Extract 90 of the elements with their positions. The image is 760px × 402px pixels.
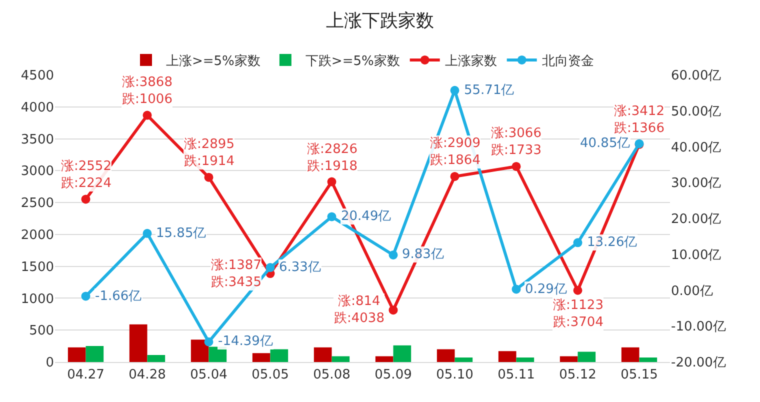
- point: [327, 212, 336, 222]
- point: [81, 292, 90, 301]
- data-label: 涨:1387 跌:3435: [211, 258, 262, 290]
- y-tick-label: 3500: [20, 132, 54, 148]
- x-tick-label: 05.09: [374, 368, 412, 383]
- bar: [560, 356, 578, 362]
- x-tick-label: 04.27: [67, 368, 104, 383]
- bar: [314, 347, 332, 362]
- data-label: -14.39亿: [218, 334, 273, 349]
- y2-tick-label: 30.00亿: [671, 176, 722, 192]
- bar: [621, 347, 640, 362]
- bar: [436, 349, 455, 362]
- bar: [252, 353, 270, 362]
- x-tick-label: 05.10: [436, 368, 474, 383]
- bar: [190, 340, 209, 362]
- y-tick-label: 2000: [20, 228, 54, 243]
- point: [450, 172, 460, 181]
- bar: [375, 356, 394, 362]
- x-tick-label: 05.04: [190, 368, 228, 383]
- y-tick-label: 4500: [20, 68, 54, 84]
- data-label: 9.83亿: [402, 247, 444, 262]
- legend-label: 上涨>=5%家数: [166, 53, 260, 70]
- y2-tick-label: -20.00亿: [671, 356, 726, 371]
- y2-tick-label: 60.00亿: [671, 68, 722, 84]
- data-label: 涨:2552 跌:2224: [61, 159, 112, 191]
- y2-tick-label: -10.00亿: [671, 320, 726, 335]
- bar: [393, 345, 412, 362]
- point: [204, 172, 214, 182]
- data-label: 13.26亿: [587, 235, 638, 250]
- y-tick-label: 500: [29, 324, 54, 339]
- bar: [129, 324, 148, 362]
- y2-tick-label: 0.00亿: [671, 284, 713, 299]
- data-label: 涨:3868 跌:1006: [122, 75, 172, 107]
- y2-tick-label: 10.00亿: [671, 248, 722, 263]
- point: [512, 284, 521, 294]
- y2-tick-label: 50.00亿: [671, 104, 722, 120]
- bar: [516, 358, 534, 362]
- bar: [498, 351, 516, 362]
- bar: [270, 349, 288, 362]
- data-label: 涨:3066 跌:1733: [491, 126, 542, 158]
- data-label: 15.85亿: [156, 226, 206, 241]
- point: [327, 177, 336, 186]
- data-label: 涨:814 跌:4038: [334, 294, 384, 326]
- x-tick-label: 05.11: [498, 368, 535, 383]
- point: [388, 306, 398, 315]
- x-tick-label: 05.15: [620, 368, 658, 383]
- bar: [147, 354, 166, 362]
- bar: [332, 356, 350, 362]
- data-label: 20.49亿: [341, 209, 392, 224]
- data-label: 0.29亿: [525, 282, 567, 297]
- legend-label: 北向资金: [542, 54, 594, 70]
- x-tick-label: 04.28: [128, 368, 166, 383]
- y-tick-label: 0: [46, 356, 54, 371]
- legend-label: 下跌>=5%家数: [305, 53, 400, 70]
- data-label: 涨:2909 跌:1864: [430, 136, 480, 168]
- y-tick-label: 4000: [20, 100, 54, 116]
- x-tick-label: 05.05: [252, 368, 289, 383]
- x-tick-label: 05.08: [313, 368, 350, 383]
- point: [142, 110, 152, 120]
- point: [204, 337, 214, 346]
- point: [388, 250, 398, 260]
- data-label: 涨:2826 跌:1918: [307, 142, 358, 174]
- y-tick-label: 1500: [20, 260, 54, 275]
- point: [81, 194, 90, 204]
- bar: [86, 346, 104, 362]
- point: [266, 263, 275, 272]
- chart-title: 上涨下跌家数: [326, 10, 434, 32]
- data-label: 6.33亿: [279, 260, 321, 275]
- bar: [578, 352, 596, 362]
- y-tick-label: 1000: [20, 292, 54, 307]
- y2-tick-label: 40.00亿: [671, 140, 722, 156]
- legend-label: 上涨家数: [444, 53, 497, 70]
- y-tick-label: 2500: [20, 196, 54, 212]
- point: [573, 238, 582, 248]
- data-label: 涨:3412 跌:1366: [614, 104, 664, 136]
- x-tick-label: 05.12: [559, 368, 596, 383]
- bar: [454, 358, 473, 362]
- bar: [639, 358, 658, 362]
- point: [142, 228, 152, 238]
- data-label: -1.66亿: [95, 289, 142, 304]
- y-tick-label: 3000: [20, 164, 54, 180]
- point: [450, 86, 460, 95]
- point: [512, 162, 521, 171]
- data-label: 40.85亿: [580, 136, 630, 151]
- data-label: 涨:1123 跌:3704: [553, 298, 604, 330]
- data-label: 55.71亿: [464, 83, 514, 98]
- bar: [68, 347, 86, 362]
- y2-tick-label: 20.00亿: [671, 212, 722, 228]
- data-label: 涨:2895 跌:1914: [184, 137, 234, 169]
- point: [573, 286, 582, 295]
